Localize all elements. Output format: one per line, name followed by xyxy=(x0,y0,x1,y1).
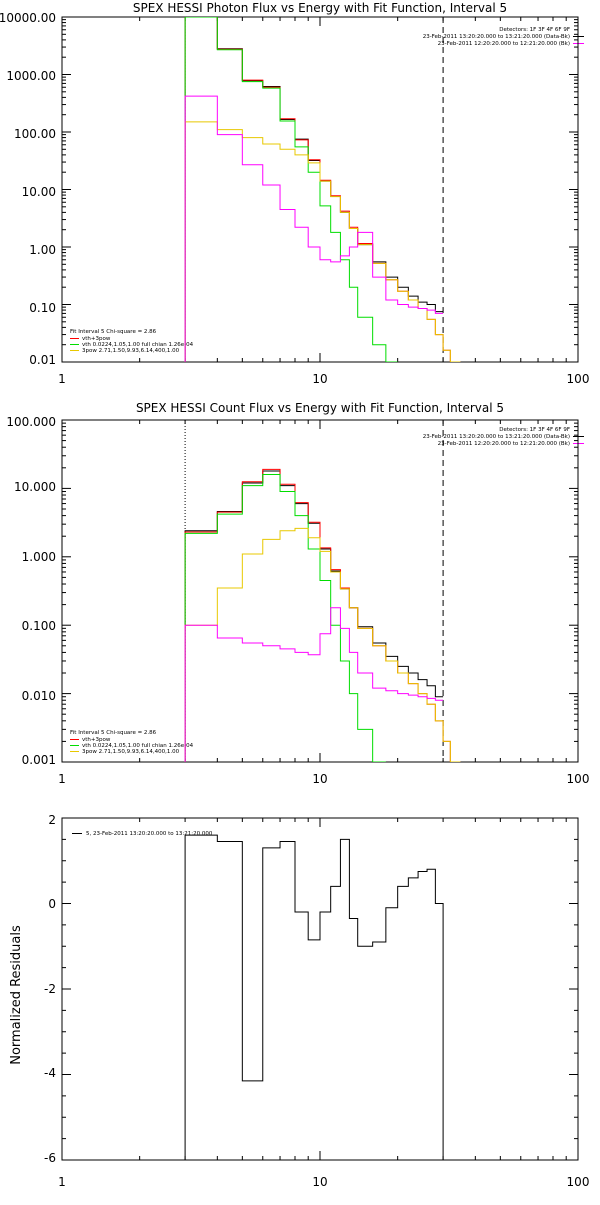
photon-legend-bottom-left: Fit Interval 5 Chi-square = 2.86 vth+3po… xyxy=(70,329,194,354)
photon-y-tick-label: 1.00 xyxy=(29,243,56,257)
residuals-legend: 5, 23-Feb-2011 13:20:20.000 to 13:21:20.… xyxy=(72,831,213,837)
photon-y-tick-label: 0.01 xyxy=(29,353,56,367)
count-series-3pow xyxy=(184,527,461,762)
count-legend-total: vth+3pow xyxy=(82,737,111,743)
photon-series-bk xyxy=(184,95,444,362)
photon-legend-thermal: vth 0.0224,1.05,1.00 full chian 1.26e-04 xyxy=(82,342,194,348)
photon-legend-thick: 3pow 2.71,1.50,9.93,6.14,400,1.00 xyxy=(82,348,180,354)
count-legend-detectors: Detectors: 1F 3F 4F 6F 9F xyxy=(499,427,570,433)
photon-y-tick-label: 0.10 xyxy=(29,301,56,315)
count-x-ticks xyxy=(61,420,567,762)
count-legend-thermal: vth 0.0224,1.05,1.00 full chian 1.26e-04 xyxy=(82,743,194,749)
photon-x-tick-label: 1 xyxy=(58,372,66,386)
photon-y-tick-label: 10.00 xyxy=(22,185,56,199)
residuals-y-tick-label: -4 xyxy=(44,1066,56,1080)
count-y-tick-labels: 100.000 10.000 1.000 0.100 0.010 0.001 xyxy=(6,415,56,767)
residuals-x-tick-label: 100 xyxy=(567,1175,590,1189)
residuals-y-tick-labels: 2 0 -2 -4 -6 xyxy=(44,813,56,1165)
resid-plot-frame xyxy=(61,817,579,1161)
photon-legend-total: vth+3pow xyxy=(82,336,111,342)
count-y-tick-label: 1.000 xyxy=(22,550,56,564)
count-x-tick-label: 10 xyxy=(312,772,327,786)
count-plot-frame xyxy=(61,419,579,763)
photon-plot-area xyxy=(184,17,461,362)
photon-y-tick-labels: 10000.00 1000.00 100.00 10.00 1.00 0.10 … xyxy=(0,11,56,367)
residuals-y-tick-label: -6 xyxy=(44,1151,56,1165)
count-legend-thick: 3pow 2.71,1.50,9.93,6.14,400,1.00 xyxy=(82,749,180,755)
residuals-x-tick-label: 10 xyxy=(312,1175,327,1189)
count-y-tick-label: 0.100 xyxy=(22,619,56,633)
resid-x-ticks xyxy=(61,818,567,1160)
photon-series-vth-3pow xyxy=(184,17,461,362)
photon-series-data-bk xyxy=(184,17,444,362)
count-y-ticks xyxy=(62,422,578,763)
residuals-y-tick-label: 2 xyxy=(48,813,56,827)
residuals-y-tick-label: 0 xyxy=(48,897,56,911)
residuals-panel: Normalized Residuals 2 0 -2 -4 -6 1 10 1… xyxy=(9,813,589,1189)
residuals-y-axis-label: Normalized Residuals xyxy=(9,925,24,1065)
count-legend-bk-interval: 23-Feb-2011 12:20:20.000 to 12:21:20.000… xyxy=(438,441,570,447)
photon-legend-data-interval: 23-Feb-2011 13:20:20.000 to 13:21:20.000… xyxy=(423,34,570,40)
photon-y-tick-label: 10000.00 xyxy=(0,11,56,25)
photon-y-tick-label: 1000.00 xyxy=(6,69,56,83)
photon-legend-detectors: Detectors: 1F 3F 4F 6F 9F xyxy=(499,27,570,33)
count-y-tick-label: 0.010 xyxy=(22,689,56,703)
resid-y-ticks xyxy=(62,817,578,1161)
photon-x-tick-label: 10 xyxy=(312,372,327,386)
count-flux-panel: SPEX HESSI Count Flux vs Energy with Fit… xyxy=(6,401,589,786)
count-legend-fit-info: Fit Interval 5 Chi-square = 2.86 xyxy=(70,730,157,736)
count-legend-data-interval: 23-Feb-2011 13:20:20.000 to 13:21:20.000… xyxy=(423,434,570,440)
photon-legend-top-right: Detectors: 1F 3F 4F 6F 9F 23-Feb-2011 13… xyxy=(423,27,584,47)
resid-series-residuals xyxy=(184,834,444,1160)
count-x-tick-labels: 1 10 100 xyxy=(58,772,589,786)
count-series-bk xyxy=(184,607,444,762)
count-y-tick-label: 10.000 xyxy=(14,480,56,494)
residuals-x-tick-label: 1 xyxy=(58,1175,66,1189)
photon-x-tick-labels: 1 10 100 xyxy=(58,372,589,386)
photon-legend-fit-info: Fit Interval 5 Chi-square = 2.86 xyxy=(70,329,157,335)
count-legend-bottom-left: Fit Interval 5 Chi-square = 2.86 vth+3po… xyxy=(70,730,194,755)
count-y-tick-label: 100.000 xyxy=(6,415,56,429)
photon-series-vth xyxy=(184,17,398,362)
photon-legend-bk-interval: 23-Feb-2011 12:20:20.000 to 12:21:20.000… xyxy=(438,41,570,47)
count-chart-title: SPEX HESSI Count Flux vs Energy with Fit… xyxy=(136,401,504,415)
count-y-tick-label: 0.001 xyxy=(22,753,56,767)
resid-plot-area xyxy=(184,834,444,1160)
photon-x-ticks xyxy=(61,17,567,362)
residuals-y-tick-label: -2 xyxy=(44,982,56,996)
count-plot-area xyxy=(184,420,461,762)
photon-flux-panel: SPEX HESSI Photon Flux vs Energy with Fi… xyxy=(0,1,589,386)
photon-series-3pow xyxy=(184,121,461,362)
photon-y-tick-label: 100.00 xyxy=(14,127,56,141)
photon-chart-title: SPEX HESSI Photon Flux vs Energy with Fi… xyxy=(133,1,507,15)
residuals-legend-label: 5, 23-Feb-2011 13:20:20.000 to 13:21:20.… xyxy=(86,831,213,837)
count-series-data-bk xyxy=(184,470,444,762)
count-legend-top-right: Detectors: 1F 3F 4F 6F 9F 23-Feb-2011 13… xyxy=(423,427,584,447)
count-series-vth xyxy=(184,473,386,762)
photon-y-ticks xyxy=(62,19,578,363)
photon-x-tick-label: 100 xyxy=(567,372,590,386)
count-series-vth-3pow xyxy=(184,468,461,762)
count-x-tick-label: 100 xyxy=(567,772,590,786)
residuals-x-tick-labels: 1 10 100 xyxy=(58,1175,589,1189)
count-x-tick-label: 1 xyxy=(58,772,66,786)
